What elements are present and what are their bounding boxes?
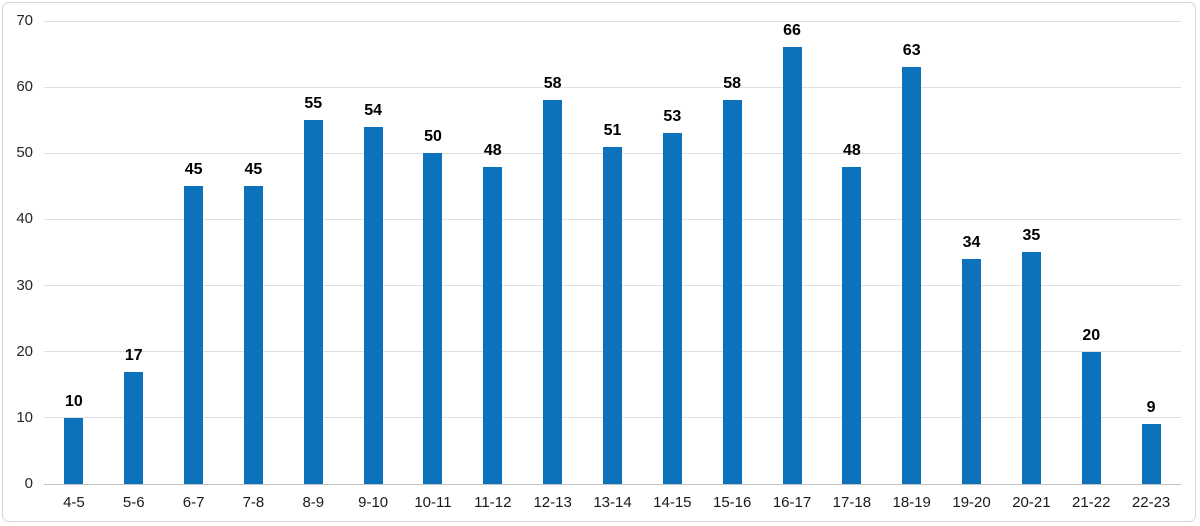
bar-8-9 [303, 120, 323, 484]
bar-value-label: 17 [124, 347, 143, 364]
bar-11-12 [483, 167, 503, 484]
bar-5-6 [124, 372, 144, 484]
x-axis-line [44, 483, 1181, 485]
x-tick-label: 21-22 [1072, 494, 1111, 511]
bar-7-8 [243, 186, 263, 484]
y-tick-label: 10 [16, 408, 33, 426]
x-tick-label: 10-11 [414, 494, 452, 511]
x-tick-label: 22-23 [1131, 494, 1171, 511]
x-tick-label: 18-19 [892, 494, 931, 511]
gridline [44, 86, 1181, 88]
plot-area: 0 10 20 30 40 50 60 70 10 4-5 17 5-6 45 6-7 45 7-8 55 8-9… [3, 3, 1195, 521]
bar-19-20 [962, 259, 982, 484]
bar-22-23 [1141, 424, 1161, 484]
bar-21-22 [1081, 352, 1101, 484]
y-tick-label: 40 [16, 210, 33, 228]
x-tick-label: 17-18 [832, 494, 872, 511]
y-tick-label: 60 [16, 78, 33, 96]
y-tick-label: 30 [16, 276, 33, 294]
bar-9-10 [363, 127, 383, 484]
x-tick-label: 6-7 [182, 494, 205, 511]
x-tick-label: 5-6 [122, 494, 145, 511]
bar-17-18 [842, 167, 862, 484]
bar-value-label: 35 [1022, 227, 1041, 244]
x-tick-label: 12-13 [533, 494, 572, 511]
bar-20-21 [1021, 252, 1041, 484]
bar-value-label: 66 [783, 22, 801, 39]
bar-6-7 [184, 186, 204, 484]
bar-value-label: 10 [65, 393, 83, 410]
bar-14-15 [662, 133, 682, 484]
bar-value-label: 55 [304, 95, 323, 112]
bar-value-label: 34 [962, 234, 981, 251]
bar-value-label: 54 [364, 102, 383, 119]
bar-value-label: 48 [483, 142, 502, 159]
y-tick-label: 70 [16, 12, 33, 29]
x-tick-label: 16-17 [772, 494, 812, 511]
bar-value-label: 53 [663, 108, 682, 125]
x-tick-label: 13-14 [593, 494, 632, 511]
bar-value-label: 58 [543, 75, 562, 92]
bar-12-13 [543, 100, 563, 484]
bar-value-label: 20 [1082, 327, 1101, 344]
y-tick-label: 0 [24, 475, 33, 492]
bar-value-label: 63 [902, 42, 921, 59]
x-tick-label: 20-21 [1012, 494, 1051, 511]
bar-16-17 [782, 47, 802, 484]
y-tick-label: 20 [16, 342, 33, 360]
y-tick-label: 50 [16, 144, 33, 162]
bar-value-label: 50 [424, 128, 442, 145]
bar-value-label: 48 [842, 142, 861, 159]
bar-13-14 [603, 147, 622, 484]
x-tick-label: 15-16 [712, 494, 752, 511]
x-tick-label: 8-9 [302, 494, 325, 511]
bar-15-16 [722, 100, 742, 484]
gridline [44, 20, 1181, 22]
x-tick-label: 19-20 [952, 494, 991, 511]
bar-18-19 [902, 67, 922, 484]
bar-4-5 [64, 418, 84, 484]
bar-value-label: 9 [1146, 399, 1156, 416]
bar-value-label: 51 [603, 122, 622, 139]
bar-value-label: 45 [184, 161, 203, 178]
bar-value-label: 58 [723, 75, 742, 92]
x-tick-label: 11-12 [474, 494, 512, 511]
bar-value-label: 45 [244, 161, 263, 178]
x-tick-label: 7-8 [242, 494, 265, 511]
bar-10-11 [423, 153, 443, 484]
x-tick-label: 14-15 [653, 494, 692, 511]
x-tick-label: 4-5 [63, 494, 85, 511]
x-tick-label: 9-10 [358, 494, 389, 511]
